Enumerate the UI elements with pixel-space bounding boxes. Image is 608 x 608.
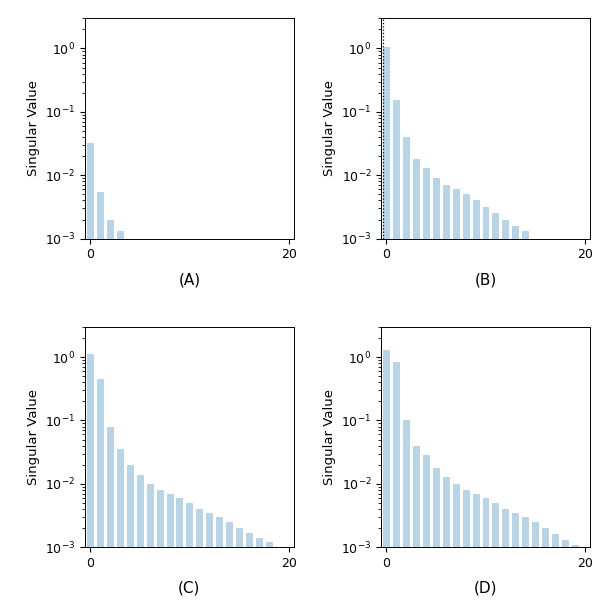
Bar	[443, 477, 449, 608]
Bar	[236, 528, 242, 608]
Bar	[532, 522, 538, 608]
Bar	[97, 192, 103, 608]
Bar	[572, 545, 578, 608]
Text: (C): (C)	[178, 581, 201, 596]
Bar	[542, 528, 548, 608]
Bar	[423, 168, 429, 608]
Bar	[216, 517, 222, 608]
Bar	[157, 490, 162, 608]
Bar	[97, 379, 103, 608]
Bar	[107, 427, 113, 608]
Bar	[187, 503, 192, 608]
Bar	[266, 542, 272, 608]
Bar	[453, 484, 458, 608]
Bar	[147, 484, 153, 608]
Bar	[393, 362, 399, 608]
Bar	[463, 195, 469, 608]
Bar	[513, 513, 518, 608]
Bar	[87, 354, 93, 608]
Bar	[137, 475, 143, 608]
Bar	[107, 219, 113, 608]
Bar	[403, 420, 409, 608]
Bar	[443, 185, 449, 608]
Bar	[117, 449, 123, 608]
Bar	[483, 498, 488, 608]
Bar	[483, 207, 488, 608]
Bar	[522, 232, 528, 608]
Bar	[562, 540, 568, 608]
Bar	[413, 159, 419, 608]
Bar	[453, 189, 458, 608]
Bar	[403, 137, 409, 608]
Bar	[522, 517, 528, 608]
Bar	[393, 100, 399, 608]
Bar	[206, 513, 212, 608]
Bar	[127, 465, 133, 608]
Text: (D): (D)	[474, 581, 497, 596]
Y-axis label: Singular Value: Singular Value	[27, 389, 40, 485]
Bar	[117, 232, 123, 608]
Bar	[423, 455, 429, 608]
Text: (A): (A)	[178, 272, 201, 287]
Bar	[492, 213, 499, 608]
Bar	[246, 533, 252, 608]
Bar	[256, 538, 262, 608]
Bar	[472, 201, 478, 608]
Bar	[167, 494, 173, 608]
Y-axis label: Singular Value: Singular Value	[323, 389, 336, 485]
Bar	[463, 490, 469, 608]
Bar	[433, 178, 439, 608]
Bar	[383, 47, 389, 608]
Bar	[87, 143, 93, 608]
Bar	[413, 446, 419, 608]
Bar	[196, 509, 202, 608]
Bar	[513, 226, 518, 608]
Bar	[276, 547, 282, 608]
Bar	[383, 350, 389, 608]
Bar	[492, 503, 499, 608]
Bar	[226, 522, 232, 608]
Y-axis label: Singular Value: Singular Value	[27, 80, 40, 176]
Bar	[176, 498, 182, 608]
Text: (B): (B)	[474, 272, 497, 287]
Bar	[433, 468, 439, 608]
Bar	[502, 509, 508, 608]
Y-axis label: Singular Value: Singular Value	[323, 80, 336, 176]
Bar	[552, 534, 558, 608]
Bar	[472, 494, 478, 608]
Bar	[502, 219, 508, 608]
